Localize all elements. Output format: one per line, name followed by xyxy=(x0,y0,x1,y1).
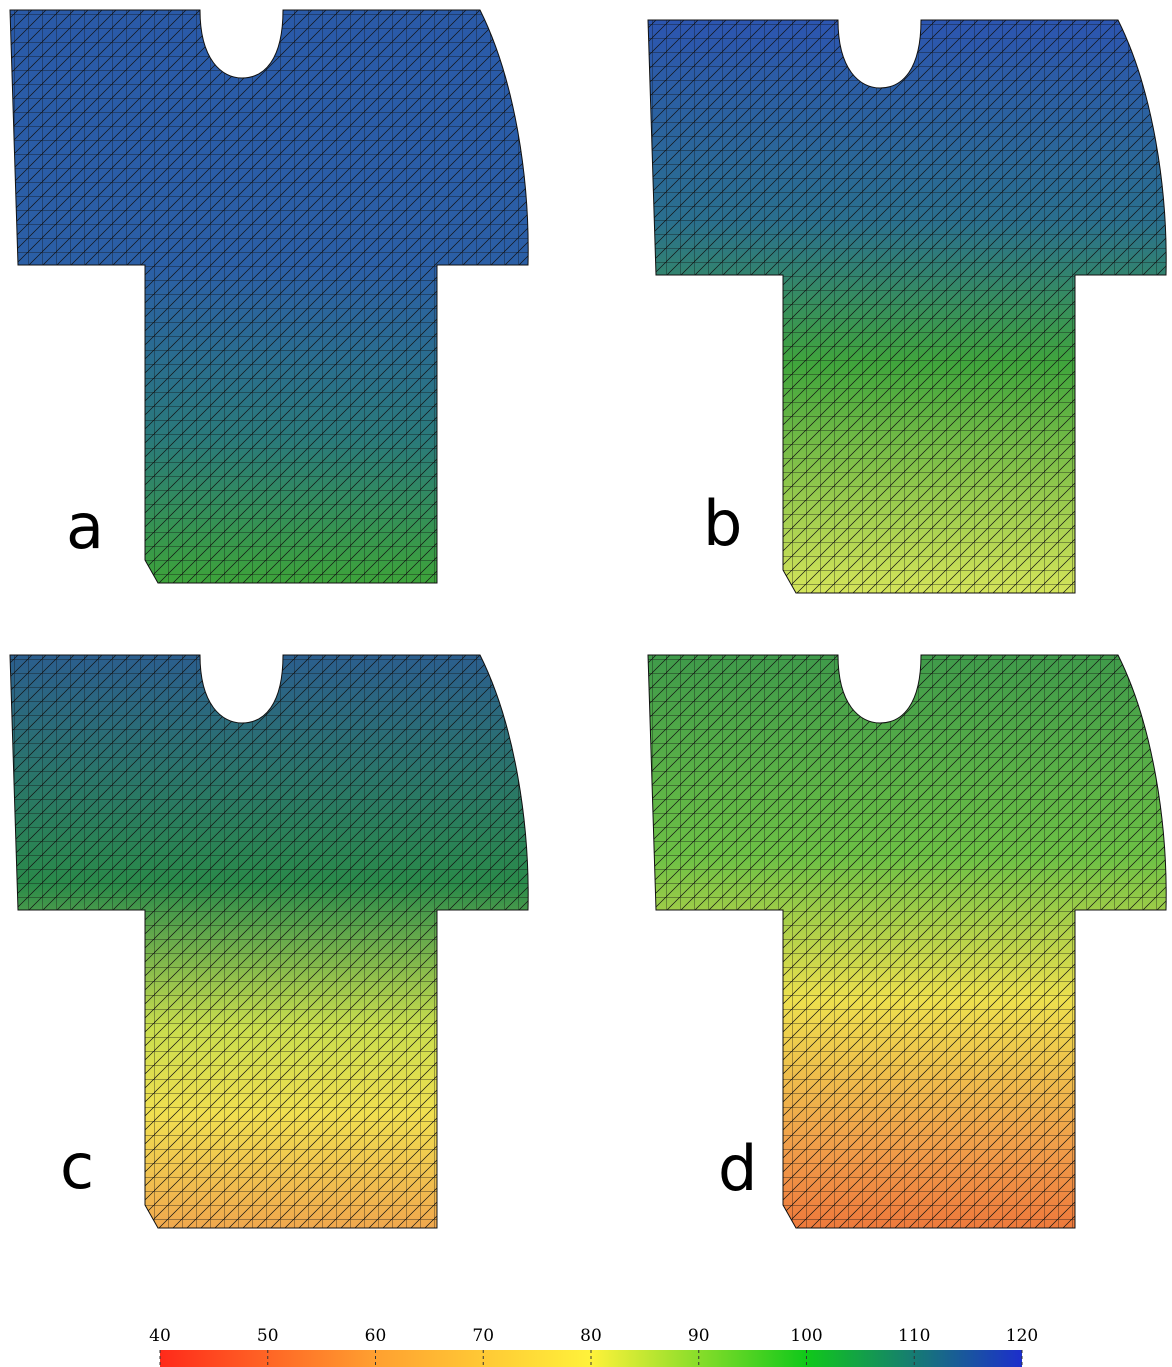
panel-label: d xyxy=(718,1132,757,1205)
tick-label: 120 xyxy=(1006,1326,1038,1346)
tick-label: 110 xyxy=(898,1326,930,1346)
panel-d: d xyxy=(647,654,1167,1229)
tick-label: 100 xyxy=(790,1326,822,1346)
panel-c: c xyxy=(9,654,529,1229)
panel-label: c xyxy=(60,1130,94,1203)
tick-label: 70 xyxy=(472,1326,494,1346)
panel-label: a xyxy=(66,490,104,563)
tick-label: 60 xyxy=(365,1326,387,1346)
tick-label: 50 xyxy=(257,1326,279,1346)
panel-b: b xyxy=(647,19,1167,594)
panel-label: b xyxy=(703,487,742,560)
panel-a: a xyxy=(9,9,529,584)
tick-label: 80 xyxy=(580,1326,602,1346)
tick-label: 40 xyxy=(149,1326,171,1346)
tick-label: 90 xyxy=(688,1326,710,1346)
